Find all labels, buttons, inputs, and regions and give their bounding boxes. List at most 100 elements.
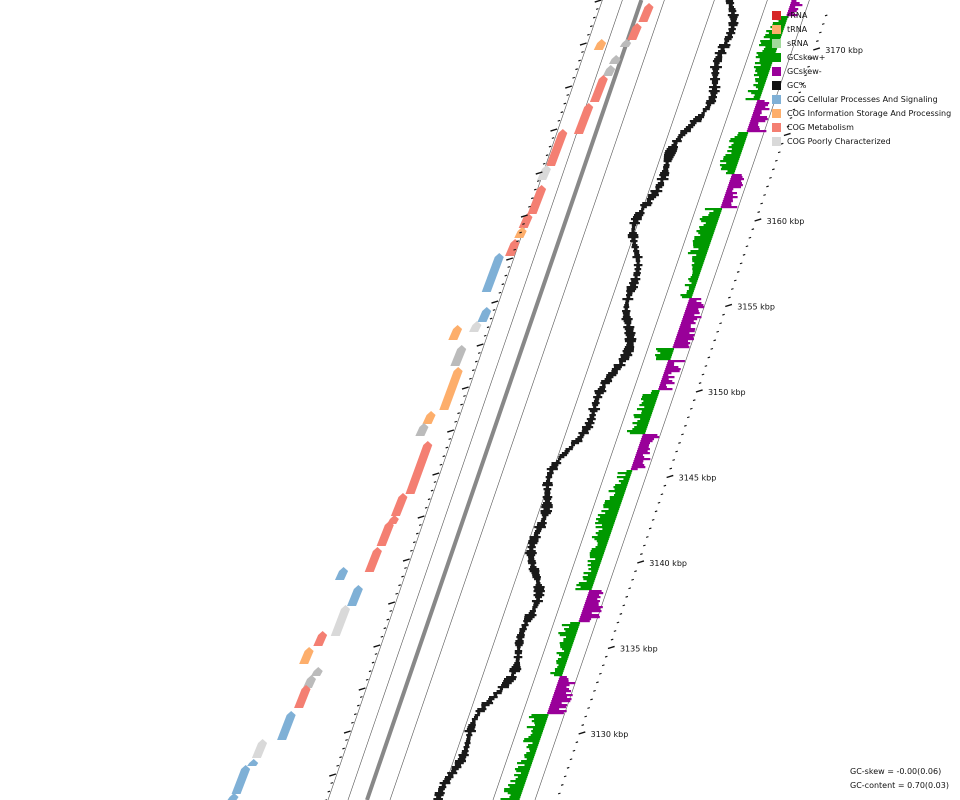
inner-ruler-tick (365, 678, 369, 681)
ruler-tick (619, 613, 623, 615)
gc-content-bar (471, 718, 478, 721)
inner-ruler-tick (415, 532, 419, 535)
gc-skew-bar (778, 20, 787, 23)
gc-content-bar (543, 508, 550, 511)
gc-content-bar (509, 668, 522, 671)
gc-content-bar (626, 336, 634, 339)
legend-swatch (772, 10, 781, 20)
gc-skew-bar (559, 654, 570, 657)
inner-ruler-tick (581, 51, 584, 53)
inner-ruler-tick (432, 472, 440, 476)
gc-skew-bar (596, 540, 609, 543)
gc-content-bar (656, 178, 669, 181)
inner-ruler-tick (454, 420, 458, 423)
gc-content-bar (515, 660, 520, 663)
ruler-tick (628, 587, 632, 590)
gc-skew-bar (677, 332, 690, 335)
gc-skew-bar (637, 450, 648, 453)
gc-skew-bar (605, 512, 618, 515)
gc-skew-bar (582, 608, 601, 611)
gc-content-bar (730, 20, 737, 23)
inner-ruler-tick (413, 541, 416, 544)
gc-skew-bar (529, 750, 537, 753)
gc-content-bar (513, 656, 523, 659)
gc-content-bar (543, 502, 552, 505)
gc-content-bar (624, 322, 632, 325)
gc-skew-bar (557, 682, 576, 685)
gene-feature (593, 39, 607, 50)
legend-item: COG Poorly Characterized (772, 134, 951, 148)
gc-content-bar (544, 492, 551, 495)
gc-content-bar (524, 614, 537, 617)
gc-content-bar (623, 348, 634, 351)
ruler-tick (816, 40, 819, 42)
gc-skew-bar (675, 338, 694, 341)
gc-content-bar (511, 672, 516, 675)
gene-feature (619, 39, 632, 47)
gc-content-bar (633, 250, 640, 253)
gc-content-bar (546, 468, 558, 471)
gc-content-bar (594, 398, 600, 401)
gc-content-bar (624, 328, 634, 331)
gc-skew-bar (510, 780, 526, 783)
ruler-tick-label: 3140 kbp (649, 559, 687, 568)
inner-ruler-tick (501, 283, 505, 286)
ruler-tick (657, 501, 661, 504)
ruler-tick (640, 553, 643, 555)
gc-skew-bar (634, 458, 651, 461)
gc-content-bar (665, 162, 669, 165)
ruler-tick (804, 74, 807, 77)
gc-content-bar (473, 716, 479, 719)
gc-skew-bar (634, 426, 648, 429)
gc-content-bar (534, 530, 542, 533)
gc-skew-bar (507, 792, 522, 795)
inner-ruler-tick (595, 8, 599, 10)
ruler-tick (666, 474, 674, 479)
gc-skew-bar (662, 376, 675, 379)
gc-skew-bar (588, 568, 599, 571)
gc-skew-bar (524, 754, 535, 757)
gc-content-bar (701, 112, 705, 115)
gc-skew-bar (684, 284, 696, 287)
gc-skew-bar (749, 122, 759, 125)
gc-skew-bar (790, 4, 803, 7)
gc-content-bar (581, 430, 589, 433)
gc-content-bar (626, 342, 634, 345)
genome-stats: GC-skew = -0.00(0.06) GC-content = 0.70(… (850, 765, 949, 793)
gc-skew-bar (526, 726, 545, 729)
gc-skew-bar (755, 106, 766, 109)
genome-backbone (365, 0, 644, 800)
gc-content-bar (602, 384, 606, 387)
gc-skew-bar (547, 712, 564, 715)
legend-swatch (772, 24, 781, 34)
gc-skew-bar (759, 58, 774, 61)
gc-content-bar (619, 362, 623, 365)
ruler-tick (810, 57, 813, 60)
gene-feature (334, 567, 349, 580)
gc-skew-bar (659, 386, 667, 389)
inner-ruler-tick (359, 696, 363, 698)
ruler-tick (587, 707, 590, 709)
gc-skew-bar (737, 134, 748, 137)
gc-content-bar (705, 102, 715, 105)
inner-ruler-tick (401, 575, 404, 578)
gc-content-bar (593, 396, 603, 399)
gc-skew-bar (661, 378, 669, 381)
gc-skew-bar (753, 74, 769, 77)
inner-ruler-tick (445, 446, 449, 449)
gc-content-bar (514, 652, 522, 655)
gene-feature (573, 103, 594, 134)
gc-skew-bar (570, 622, 581, 625)
gc-content-bar (693, 118, 702, 121)
gc-skew-bar (727, 186, 742, 189)
gc-content-bar (728, 4, 733, 7)
inner-ruler-tick (519, 231, 522, 234)
gc-content-bar (626, 286, 638, 289)
gc-skew-bar (595, 532, 611, 535)
gc-content-bar (651, 192, 659, 195)
gc-content-bar (713, 84, 717, 87)
ruler-tick (607, 645, 615, 650)
gc-content-bar (528, 556, 535, 559)
gc-content-bar (706, 100, 717, 103)
gc-content-bar (663, 158, 673, 161)
